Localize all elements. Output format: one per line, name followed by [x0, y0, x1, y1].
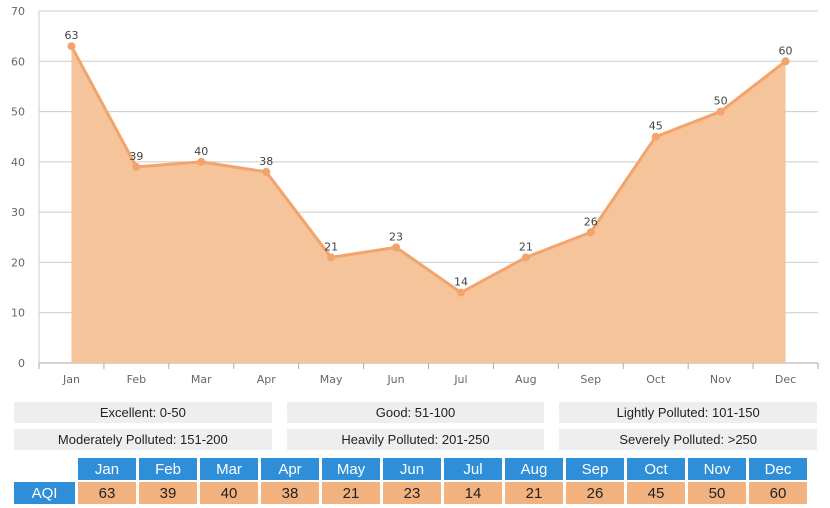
aqi-value-cell: 23	[383, 482, 444, 506]
data-label: 21	[324, 240, 338, 253]
data-point	[262, 167, 271, 176]
x-tick-label: Apr	[257, 373, 277, 386]
data-point	[586, 228, 595, 237]
legend-severely-polluted: Severely Polluted: >250	[559, 429, 818, 450]
x-tick-label: Sep	[580, 373, 601, 386]
y-tick-label: 60	[11, 55, 25, 68]
data-point	[456, 288, 465, 297]
data-label: 23	[389, 230, 403, 243]
legend-row: Moderately Polluted: 151-200 Heavily Pol…	[14, 429, 818, 450]
month-header-row: Jan Feb Mar Apr May Jun Jul Aug Sep Oct …	[14, 458, 810, 482]
legend-lightly-polluted: Lightly Polluted: 101-150	[559, 402, 818, 423]
x-tick-label: Feb	[127, 373, 146, 386]
data-point	[716, 107, 725, 116]
x-tick-label: Jul	[453, 373, 467, 386]
aqi-value-cell: 26	[566, 482, 627, 506]
y-tick-label: 70	[11, 5, 25, 18]
data-point	[67, 42, 76, 51]
month-header: Feb	[139, 458, 200, 482]
aqi-value-cell: 63	[78, 482, 139, 506]
aqi-value-cell: 14	[444, 482, 505, 506]
y-tick-label: 30	[11, 206, 25, 219]
legend-row: Excellent: 0-50 Good: 51-100 Lightly Pol…	[14, 402, 818, 423]
aqi-value-cell: 21	[505, 482, 566, 506]
aqi-value-cell: 45	[627, 482, 688, 506]
aqi-value-cell: 40	[200, 482, 261, 506]
month-header: Apr	[261, 458, 322, 482]
aqi-value-cell: 39	[139, 482, 200, 506]
aqi-value-cell: 50	[688, 482, 749, 506]
data-point	[781, 57, 790, 66]
x-tick-label: Aug	[515, 373, 536, 386]
data-point	[327, 253, 336, 262]
x-tick-label: Dec	[775, 373, 796, 386]
data-point	[521, 253, 530, 262]
month-header: Nov	[688, 458, 749, 482]
x-axis: Jan Feb Mar Apr May Jun Jul Aug Sep Oct Nov Dec	[38, 362, 819, 386]
aqi-row-label: AQI	[14, 482, 78, 506]
aqi-value-cell: 38	[261, 482, 322, 506]
data-label: 40	[194, 145, 208, 158]
legend-good: Good: 51-100	[286, 402, 545, 423]
data-label: 50	[714, 95, 728, 108]
y-tick-label: 40	[11, 156, 25, 169]
month-header: Oct	[627, 458, 688, 482]
y-axis: 0 10 20 30 40 50 60 70	[11, 5, 40, 370]
aqi-value-row: AQI 63 39 40 38 21 23 14 21 26 45 50 60	[14, 482, 810, 506]
data-label: 26	[584, 215, 598, 228]
month-header: May	[322, 458, 383, 482]
aqi-value-cell: 21	[322, 482, 383, 506]
legend-excellent: Excellent: 0-50	[14, 402, 272, 423]
table-corner	[14, 458, 78, 482]
data-label: 14	[454, 276, 468, 289]
series-line	[70, 45, 787, 295]
aqi-series	[67, 42, 790, 363]
data-labels: 63 39 40 38 21 23 14 21 26 45 50 60	[64, 29, 792, 288]
data-label: 63	[64, 29, 78, 42]
aqi-area-chart: 0 10 20 30 40 50 60 70 Jan Feb Mar Apr May Jun Jul Aug…	[11, 5, 819, 386]
aqi-category-legend: Excellent: 0-50 Good: 51-100 Lightly Pol…	[14, 402, 818, 456]
data-point	[651, 132, 660, 141]
data-label: 21	[519, 240, 533, 253]
month-header: Aug	[505, 458, 566, 482]
month-header: Jan	[78, 458, 139, 482]
month-header: Jul	[444, 458, 505, 482]
data-label: 38	[259, 155, 273, 168]
y-tick-label: 0	[18, 357, 25, 370]
legend-moderately-polluted: Moderately Polluted: 151-200	[14, 429, 272, 450]
data-label: 39	[129, 150, 143, 163]
y-tick-label: 50	[11, 106, 25, 119]
month-header: Sep	[566, 458, 627, 482]
x-tick-label: Mar	[191, 373, 212, 386]
data-point	[392, 243, 401, 252]
area-fill	[71, 46, 786, 363]
month-header: Dec	[749, 458, 810, 482]
y-tick-label: 10	[11, 307, 25, 320]
y-tick-label: 20	[11, 256, 25, 269]
aqi-value-cell: 60	[749, 482, 810, 506]
data-point	[197, 157, 206, 166]
legend-heavily-polluted: Heavily Polluted: 201-250	[286, 429, 545, 450]
month-header: Jun	[383, 458, 444, 482]
x-tick-label: Jun	[386, 373, 404, 386]
data-label: 45	[649, 120, 663, 133]
x-tick-label: Oct	[646, 373, 666, 386]
month-header: Mar	[200, 458, 261, 482]
x-tick-label: Nov	[710, 373, 732, 386]
aqi-table: Jan Feb Mar Apr May Jun Jul Aug Sep Oct …	[14, 458, 810, 506]
x-tick-label: Jan	[62, 373, 80, 386]
data-point	[132, 162, 141, 171]
x-tick-label: May	[320, 373, 343, 386]
data-label: 60	[779, 44, 793, 57]
